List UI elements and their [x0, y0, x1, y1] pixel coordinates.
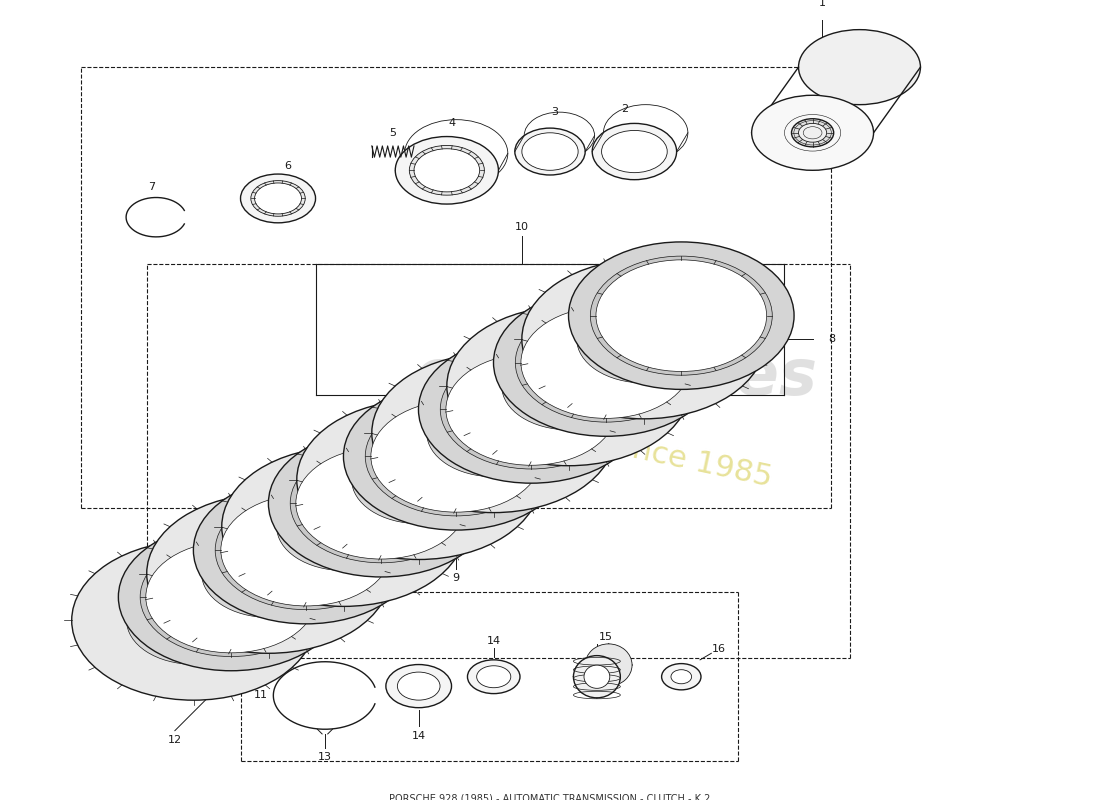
Ellipse shape [352, 436, 486, 524]
Text: 9: 9 [453, 574, 460, 583]
Ellipse shape [276, 483, 410, 570]
Ellipse shape [146, 494, 390, 654]
Ellipse shape [799, 123, 827, 142]
Ellipse shape [585, 644, 632, 686]
Ellipse shape [409, 146, 484, 195]
Text: 7: 7 [147, 182, 155, 192]
Ellipse shape [671, 670, 692, 684]
Ellipse shape [146, 542, 317, 653]
Ellipse shape [397, 672, 440, 700]
Text: 12: 12 [168, 735, 182, 745]
Ellipse shape [573, 656, 620, 698]
Ellipse shape [221, 494, 392, 606]
Ellipse shape [446, 354, 617, 466]
Text: 11: 11 [254, 690, 268, 701]
Text: 13: 13 [318, 752, 332, 762]
Text: 8: 8 [828, 334, 835, 344]
Text: 2: 2 [621, 104, 628, 114]
Ellipse shape [290, 444, 472, 562]
Ellipse shape [592, 123, 676, 180]
Ellipse shape [468, 660, 520, 694]
Ellipse shape [494, 289, 719, 436]
Ellipse shape [126, 577, 261, 664]
Ellipse shape [414, 149, 480, 192]
Ellipse shape [751, 95, 873, 170]
Text: 6: 6 [284, 161, 290, 170]
Ellipse shape [792, 118, 834, 147]
Ellipse shape [596, 260, 767, 371]
Text: 4: 4 [448, 118, 455, 129]
Ellipse shape [502, 342, 636, 430]
Text: PORSCHE 928 (1985) - AUTOMATIC TRANSMISSION - CLUTCH - K 2: PORSCHE 928 (1985) - AUTOMATIC TRANSMISS… [389, 794, 711, 800]
Ellipse shape [241, 174, 316, 223]
Ellipse shape [515, 303, 697, 422]
Ellipse shape [602, 130, 668, 173]
Ellipse shape [576, 295, 711, 383]
Ellipse shape [447, 306, 691, 466]
Text: 14: 14 [486, 636, 500, 646]
Text: 16: 16 [712, 643, 726, 654]
Ellipse shape [476, 666, 510, 688]
Text: 10: 10 [515, 222, 529, 231]
Ellipse shape [254, 183, 301, 214]
Ellipse shape [515, 128, 585, 175]
Ellipse shape [72, 541, 316, 700]
Ellipse shape [222, 447, 465, 606]
Ellipse shape [140, 538, 322, 657]
Text: eurospares: eurospares [414, 346, 817, 408]
Text: 5: 5 [389, 128, 396, 138]
Ellipse shape [427, 389, 561, 477]
Ellipse shape [521, 306, 692, 418]
Ellipse shape [119, 523, 344, 670]
Ellipse shape [584, 665, 609, 688]
Ellipse shape [216, 490, 397, 610]
Ellipse shape [343, 382, 569, 530]
Text: 15: 15 [600, 632, 614, 642]
Ellipse shape [268, 430, 494, 577]
Ellipse shape [569, 242, 794, 390]
Ellipse shape [251, 181, 305, 216]
Ellipse shape [386, 665, 451, 708]
Text: 3: 3 [551, 107, 558, 117]
Ellipse shape [296, 447, 466, 559]
Ellipse shape [194, 476, 419, 624]
Ellipse shape [799, 30, 921, 105]
Ellipse shape [591, 256, 772, 375]
Ellipse shape [372, 353, 616, 513]
Ellipse shape [371, 401, 541, 512]
Text: 1: 1 [818, 0, 825, 8]
Ellipse shape [297, 400, 540, 559]
Text: 14: 14 [411, 731, 426, 741]
Ellipse shape [418, 336, 644, 483]
Ellipse shape [440, 350, 623, 469]
Text: since 1985: since 1985 [606, 430, 776, 493]
Ellipse shape [521, 259, 766, 419]
Ellipse shape [661, 663, 701, 690]
Ellipse shape [201, 530, 336, 618]
Ellipse shape [395, 137, 498, 204]
Ellipse shape [521, 133, 579, 170]
Ellipse shape [365, 397, 547, 516]
Text: a passion: a passion [409, 395, 504, 433]
